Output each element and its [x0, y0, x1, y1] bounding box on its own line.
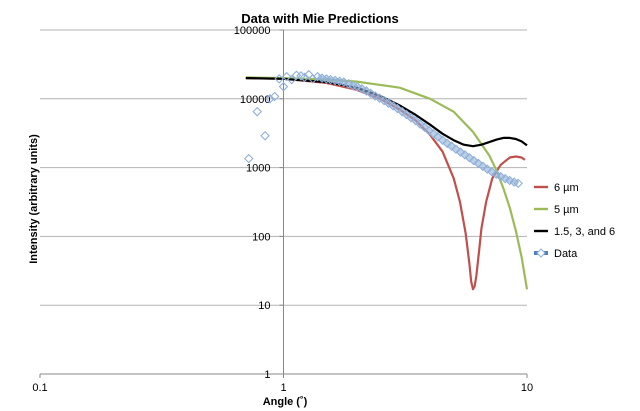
y-axis-title: Intensity (arbitrary units) — [28, 134, 40, 264]
x-tick-label: 10 — [521, 382, 533, 394]
data-point — [260, 131, 270, 141]
y-tick-label: 100000 — [234, 25, 271, 37]
y-axis-ticks: 1 10 100 1000 10000 100000 — [234, 25, 284, 381]
data-point — [286, 74, 297, 85]
x-axis-title: Angle (˚) — [263, 396, 308, 408]
data-point — [265, 94, 275, 104]
legend-label-1-5-3-and-6: 1.5, 3, and 6 — [554, 226, 615, 238]
data-point — [281, 71, 292, 82]
legend-label-data: Data — [554, 248, 578, 260]
x-tick-label: 0.1 — [32, 382, 47, 394]
legend-label-6-m: 6 µm — [554, 182, 579, 194]
data-point — [278, 81, 289, 92]
y-tick-label: 1000 — [246, 163, 270, 175]
legend-label-5-m: 5 µm — [554, 204, 579, 216]
legend-marker-data — [536, 248, 546, 258]
data-point — [274, 74, 284, 84]
y-tick-label: 100 — [252, 231, 270, 243]
chart-title: Data with Mie Predictions — [241, 11, 398, 26]
y-tick-label: 10 — [258, 300, 270, 312]
y-tick-label: 1 — [264, 369, 270, 381]
data-point — [299, 72, 310, 83]
x-tick-label: 1 — [280, 382, 286, 394]
y-tick-label: 10000 — [240, 94, 271, 106]
data-band — [316, 74, 519, 186]
data-point — [252, 106, 263, 117]
legend: 6 µm 5 µm 1.5, 3, and 6 Data — [534, 182, 615, 260]
data-point — [243, 153, 254, 164]
plot-area — [243, 69, 529, 291]
data-point — [269, 91, 280, 102]
x-axis-ticks: 0.1 1 10 — [32, 374, 533, 394]
data-point — [308, 74, 318, 84]
